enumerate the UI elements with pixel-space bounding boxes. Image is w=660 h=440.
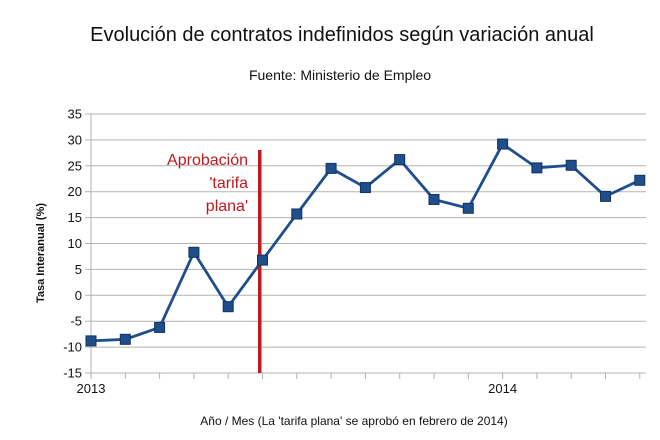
data-point xyxy=(222,301,234,313)
data-point xyxy=(188,246,200,258)
series-line xyxy=(85,138,646,347)
data-point xyxy=(462,202,474,214)
y-tick-label: -5 xyxy=(70,314,82,329)
data-point xyxy=(257,254,268,266)
data-point xyxy=(154,321,166,333)
x-tick-label: 2013 xyxy=(77,381,106,396)
x-axis-ticks: 2013 2014 xyxy=(77,373,641,396)
data-point xyxy=(325,162,337,174)
annotation-line-2: 'tarifa xyxy=(209,175,248,192)
data-point xyxy=(85,335,97,347)
y-tick-label: 15 xyxy=(68,210,82,225)
y-axis-ticks: -15 -10 -5 0 5 10 15 20 25 30 35 xyxy=(63,107,91,381)
data-point xyxy=(291,208,303,220)
data-point xyxy=(531,162,543,174)
grid-lines xyxy=(91,113,646,374)
data-point xyxy=(119,333,131,345)
annotation: Aprobación 'tarifa plana' xyxy=(167,150,262,373)
y-tick-label: -10 xyxy=(63,340,82,355)
data-point xyxy=(359,182,371,194)
y-tick-label: 5 xyxy=(75,262,82,277)
chart-title: Evolución de contratos indefinidos según… xyxy=(90,24,594,46)
annotation-line-1: Aprobación xyxy=(167,152,248,169)
data-point xyxy=(428,193,440,205)
data-point xyxy=(600,190,611,202)
y-tick-label: 30 xyxy=(68,132,82,147)
y-tick-label: 20 xyxy=(68,184,82,199)
data-point xyxy=(565,159,577,171)
data-point xyxy=(497,138,509,150)
y-tick-label: 25 xyxy=(68,158,82,173)
y-tick-label: 10 xyxy=(68,236,82,251)
y-tick-label: 0 xyxy=(75,288,82,303)
x-tick-label: 2014 xyxy=(488,381,517,396)
annotation-line-3: plana' xyxy=(206,198,248,215)
data-point xyxy=(634,174,646,186)
y-axis-label: Tasa Interanual (%) xyxy=(35,203,47,303)
chart-subtitle: Fuente: Ministerio de Empleo xyxy=(249,67,431,83)
data-point xyxy=(394,154,406,166)
series-path xyxy=(90,142,641,343)
y-tick-label: -15 xyxy=(63,366,82,381)
y-tick-label: 35 xyxy=(68,107,82,122)
x-axis-label: Año / Mes (La 'tarifa plana' se aprobó e… xyxy=(200,414,507,428)
